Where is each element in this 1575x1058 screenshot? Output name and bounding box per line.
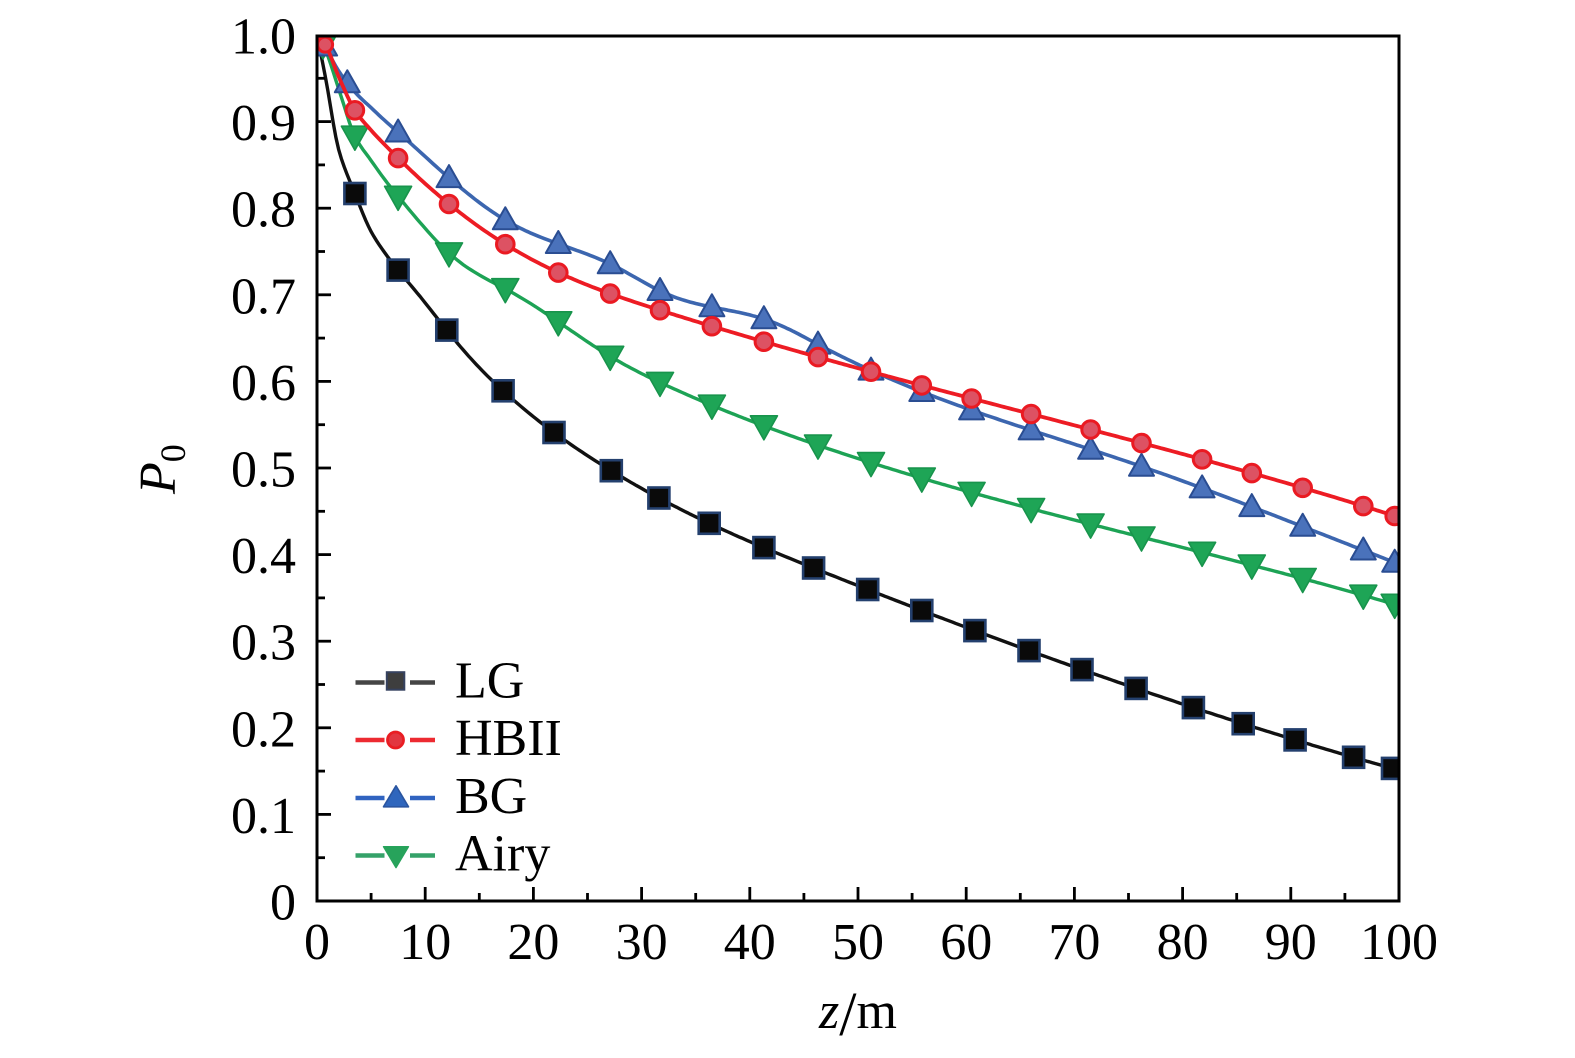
svg-text:0.7: 0.7 [231,268,296,325]
svg-text:0: 0 [270,875,296,932]
svg-text:0.1: 0.1 [231,788,296,845]
svg-text:z/m: z/m [818,981,897,1049]
svg-text:30: 30 [616,914,668,971]
svg-text:40: 40 [724,914,776,971]
svg-text:1.0: 1.0 [231,9,296,66]
svg-text:70: 70 [1048,914,1100,971]
svg-text:50: 50 [832,914,884,971]
svg-text:Airy: Airy [455,826,550,883]
svg-text:90: 90 [1265,914,1317,971]
svg-text:0.6: 0.6 [231,355,296,412]
svg-text:BG: BG [455,768,527,825]
svg-text:10: 10 [399,914,451,971]
svg-text:100: 100 [1360,914,1438,971]
svg-text:60: 60 [940,914,992,971]
svg-text:HBII: HBII [455,710,562,767]
svg-text:0.3: 0.3 [231,615,296,672]
svg-text:P0: P0 [130,444,193,495]
svg-text:80: 80 [1157,914,1209,971]
svg-text:LG: LG [455,653,524,710]
svg-text:0.5: 0.5 [231,442,296,499]
svg-text:0.8: 0.8 [231,182,296,239]
svg-text:0.2: 0.2 [231,701,296,758]
svg-text:0: 0 [304,914,330,971]
svg-text:0.9: 0.9 [231,95,296,152]
svg-text:0.4: 0.4 [231,528,296,585]
svg-text:20: 20 [507,914,559,971]
